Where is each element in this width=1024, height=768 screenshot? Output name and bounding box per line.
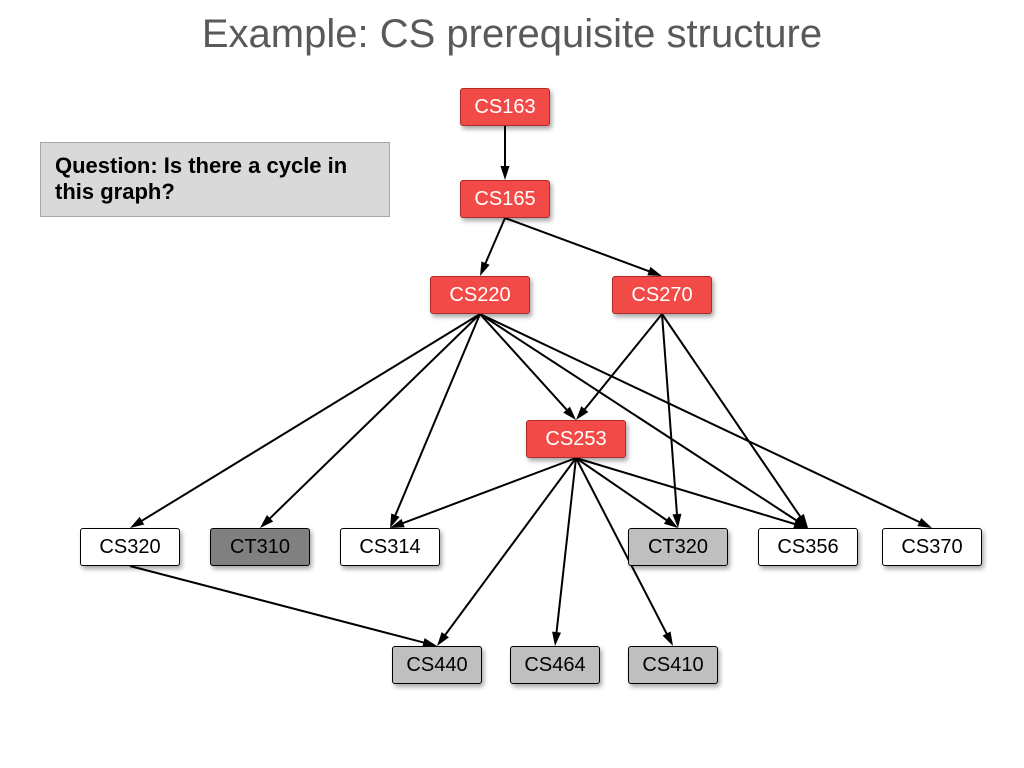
question-text: Question: Is there a cycle in this graph…	[55, 153, 347, 204]
node-cs220: CS220	[430, 276, 530, 314]
node-cs464: CS464	[510, 646, 600, 684]
node-cs314: CS314	[340, 528, 440, 566]
node-cs370: CS370	[882, 528, 982, 566]
diagram-stage: { "title": { "text": "Example: CS prereq…	[0, 0, 1024, 768]
node-cs356: CS356	[758, 528, 858, 566]
node-cs270: CS270	[612, 276, 712, 314]
node-cs320: CS320	[80, 528, 180, 566]
node-cs165: CS165	[460, 180, 550, 218]
node-cs163: CS163	[460, 88, 550, 126]
node-cs253: CS253	[526, 420, 626, 458]
node-cs410: CS410	[628, 646, 718, 684]
node-cs440: CS440	[392, 646, 482, 684]
node-ct320: CT320	[628, 528, 728, 566]
node-ct310: CT310	[210, 528, 310, 566]
slide-title: Example: CS prerequisite structure	[0, 12, 1024, 57]
question-box: Question: Is there a cycle in this graph…	[40, 142, 390, 217]
